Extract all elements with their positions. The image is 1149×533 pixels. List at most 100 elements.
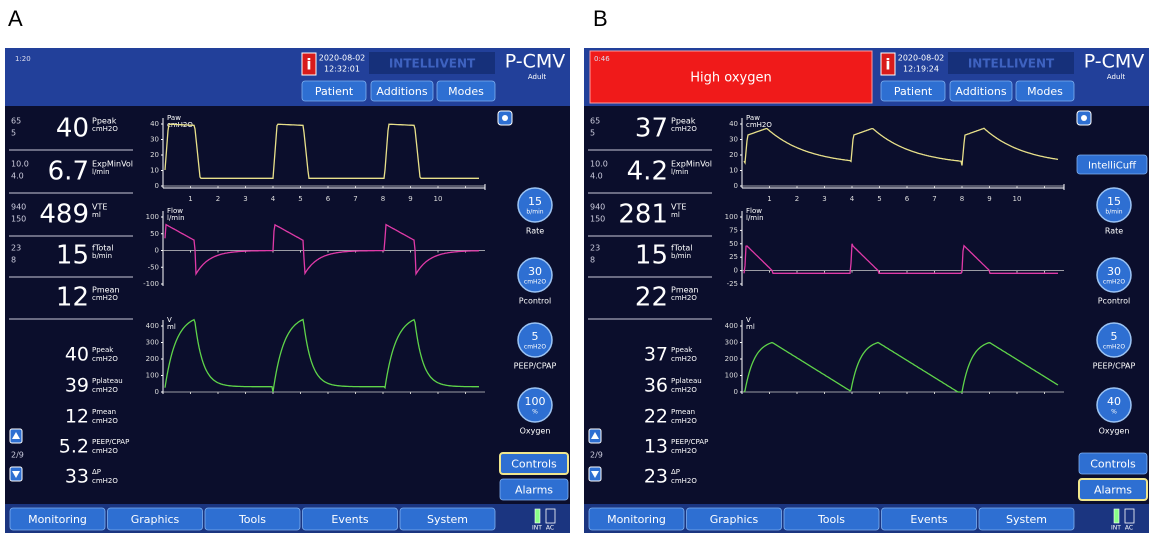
y-tick-label: -100 bbox=[143, 280, 159, 288]
y-tick-label: 0 bbox=[734, 388, 738, 396]
alarm-timer: 1:20 bbox=[15, 55, 31, 63]
y-tick-label: 50 bbox=[729, 240, 738, 248]
parameter-value: 281 bbox=[618, 200, 668, 230]
battery-icon bbox=[535, 509, 540, 523]
parameter-value: 15 bbox=[635, 241, 668, 271]
parameter-unit: ml bbox=[671, 211, 680, 219]
x-tick-label: 10 bbox=[1013, 195, 1022, 203]
parameter-unit: l/min bbox=[92, 168, 110, 176]
x-tick-label: 1 bbox=[188, 195, 192, 203]
x-tick-label: 7 bbox=[932, 195, 936, 203]
y-tick-label: 25 bbox=[729, 253, 738, 261]
time: 12:32:01 bbox=[324, 65, 360, 74]
tab: Tools bbox=[238, 513, 266, 526]
y-tick-label: 200 bbox=[725, 355, 738, 363]
top-button: Patient bbox=[894, 85, 933, 98]
graph-unit: cmH2O bbox=[746, 121, 772, 129]
control-value: 15 bbox=[1107, 195, 1121, 208]
parameter-value: 15 bbox=[56, 241, 89, 271]
control-value: 30 bbox=[1107, 265, 1121, 278]
time: 12:19:24 bbox=[903, 65, 939, 74]
y-tick-label: 100 bbox=[146, 213, 159, 221]
mode-detail: Adult bbox=[1107, 73, 1125, 81]
x-tick-label: 4 bbox=[271, 195, 276, 203]
secondary-value: 22 bbox=[644, 406, 668, 428]
control-name: Rate bbox=[1105, 227, 1123, 236]
top-button: Modes bbox=[1027, 85, 1063, 98]
date: 2020-08-02 bbox=[319, 54, 366, 63]
limit-low: 8 bbox=[590, 256, 595, 265]
y-tick-label: 400 bbox=[725, 322, 738, 330]
parameter-value: 4.2 bbox=[627, 157, 668, 187]
alarm-timer: 0:46 bbox=[594, 55, 610, 63]
freeze-icon-dot bbox=[502, 115, 508, 121]
tab: Monitoring bbox=[28, 513, 87, 526]
top-button: Additions bbox=[376, 85, 427, 98]
power-label: AC bbox=[1125, 525, 1133, 532]
limit-high: 10.0 bbox=[590, 160, 608, 169]
control-unit: cmH2O bbox=[1103, 344, 1125, 351]
secondary-unit: cmH2O bbox=[671, 417, 697, 425]
control-unit: % bbox=[532, 409, 538, 416]
secondary-name: Ppeak bbox=[671, 346, 693, 354]
y-tick-label: 50 bbox=[150, 230, 159, 238]
figure: A B 1:20i2020-08-0212:32:01INTELLIVENTP-… bbox=[0, 0, 1149, 533]
secondary-value: 36 bbox=[644, 375, 668, 397]
parameter-value: 37 bbox=[635, 114, 668, 144]
control-name: Rate bbox=[526, 227, 544, 236]
graph-unit: l/min bbox=[746, 214, 764, 222]
page-indicator: 2/9 bbox=[11, 451, 24, 460]
control-unit: % bbox=[1111, 409, 1117, 416]
secondary-unit: cmH2O bbox=[671, 447, 697, 455]
parameter-value: 6.7 bbox=[48, 157, 89, 187]
mode: P-CMV bbox=[1084, 51, 1145, 73]
control-value: 5 bbox=[532, 330, 539, 343]
side-button: Controls bbox=[511, 458, 557, 471]
secondary-unit: cmH2O bbox=[92, 417, 118, 425]
x-tick-label: 1 bbox=[767, 195, 771, 203]
limit-low: 150 bbox=[11, 215, 26, 224]
secondary-unit: cmH2O bbox=[92, 477, 118, 485]
parameter-unit: cmH2O bbox=[671, 294, 697, 302]
secondary-value: 5.2 bbox=[59, 436, 89, 458]
y-tick-label: 300 bbox=[146, 339, 159, 347]
secondary-value: 13 bbox=[644, 436, 668, 458]
intellicuff-button: IntelliCuff bbox=[1088, 161, 1137, 172]
secondary-unit: cmH2O bbox=[92, 447, 118, 455]
parameter-unit: b/min bbox=[671, 252, 691, 260]
top-button: Modes bbox=[448, 85, 484, 98]
parameter-unit: l/min bbox=[671, 168, 689, 176]
x-tick-label: 4 bbox=[850, 195, 855, 203]
y-tick-label: 0 bbox=[155, 182, 159, 190]
x-tick-label: 10 bbox=[434, 195, 443, 203]
top-button: Additions bbox=[955, 85, 1006, 98]
panel-label: A bbox=[8, 6, 23, 32]
tab: Monitoring bbox=[607, 513, 666, 526]
secondary-name: PEEP/CPAP bbox=[671, 438, 708, 446]
x-tick-label: 6 bbox=[326, 195, 331, 203]
y-tick-label: 0 bbox=[734, 267, 738, 275]
y-tick-label: 10 bbox=[150, 167, 159, 175]
x-tick-label: 5 bbox=[877, 195, 881, 203]
secondary-name: ΔP bbox=[92, 468, 101, 476]
y-tick-label: 100 bbox=[725, 372, 738, 380]
panel-label: B bbox=[593, 6, 608, 32]
tab: Tools bbox=[817, 513, 845, 526]
power-label: INT bbox=[1111, 525, 1121, 532]
y-tick-label: -50 bbox=[148, 263, 159, 271]
y-tick-label: 200 bbox=[146, 355, 159, 363]
freeze-icon-dot bbox=[1081, 115, 1087, 121]
mode: P-CMV bbox=[505, 51, 566, 73]
x-tick-label: 2 bbox=[216, 195, 220, 203]
page-indicator: 2/9 bbox=[590, 451, 603, 460]
limit-high: 940 bbox=[11, 203, 26, 212]
parameter-value: 489 bbox=[39, 200, 89, 230]
control-name: Oxygen bbox=[520, 427, 551, 436]
y-tick-label: 40 bbox=[150, 120, 159, 128]
tab: Graphics bbox=[131, 513, 180, 526]
secondary-value: 23 bbox=[644, 466, 668, 488]
control-name: Pcontrol bbox=[1098, 297, 1131, 306]
screen-bg bbox=[5, 48, 570, 533]
tab: System bbox=[427, 513, 468, 526]
parameter-unit: cmH2O bbox=[92, 125, 118, 133]
